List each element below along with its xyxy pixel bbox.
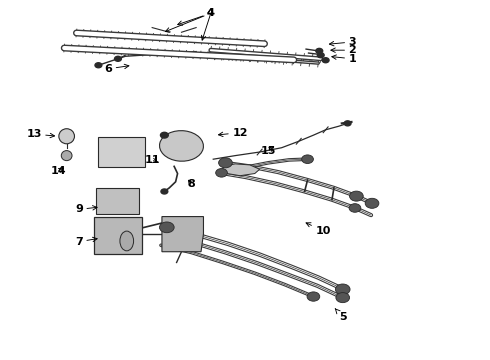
Text: 3: 3 [329, 37, 356, 47]
Circle shape [115, 56, 122, 61]
Circle shape [344, 121, 351, 126]
Circle shape [302, 155, 314, 163]
Circle shape [335, 284, 350, 295]
Text: 10: 10 [306, 223, 331, 236]
Text: 4: 4 [166, 8, 215, 32]
Text: 5: 5 [335, 309, 346, 322]
Circle shape [365, 198, 379, 208]
Text: 4: 4 [178, 8, 215, 25]
Text: 1: 1 [332, 54, 356, 64]
Circle shape [318, 53, 324, 58]
Circle shape [316, 48, 323, 53]
Circle shape [307, 292, 320, 301]
Text: 14: 14 [50, 166, 66, 176]
Ellipse shape [59, 129, 74, 144]
Text: 12: 12 [219, 128, 248, 138]
Circle shape [219, 158, 232, 168]
Text: 11: 11 [145, 155, 160, 165]
Circle shape [349, 204, 361, 212]
Circle shape [160, 132, 168, 138]
Circle shape [336, 293, 349, 303]
Text: 15: 15 [261, 145, 276, 156]
Circle shape [161, 189, 168, 194]
Text: 2: 2 [331, 45, 356, 55]
Circle shape [95, 63, 102, 68]
Text: 13: 13 [26, 129, 54, 139]
FancyBboxPatch shape [98, 137, 145, 167]
Text: 9: 9 [75, 204, 97, 215]
Circle shape [322, 58, 329, 63]
Ellipse shape [120, 231, 134, 251]
Polygon shape [162, 217, 203, 252]
Ellipse shape [160, 131, 203, 161]
Circle shape [349, 191, 363, 201]
Text: 6: 6 [104, 64, 129, 74]
FancyBboxPatch shape [97, 188, 140, 215]
Ellipse shape [61, 150, 72, 161]
Polygon shape [223, 164, 260, 176]
Circle shape [216, 168, 227, 177]
Circle shape [159, 222, 174, 233]
FancyBboxPatch shape [94, 217, 143, 254]
Text: 8: 8 [187, 179, 195, 189]
Text: 7: 7 [75, 237, 97, 247]
